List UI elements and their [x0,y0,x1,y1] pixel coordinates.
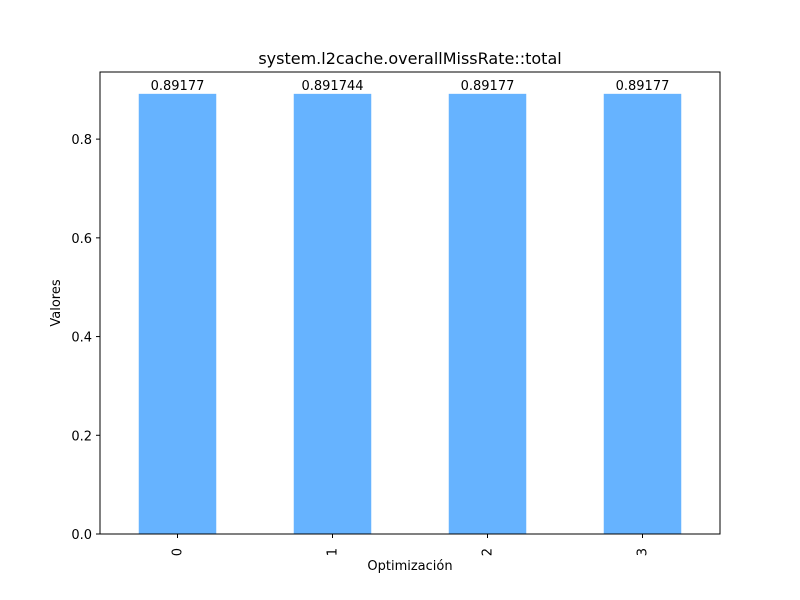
bar-value-label: 0.89177 [151,79,205,94]
y-tick-label: 0.8 [71,133,92,148]
bar-1 [293,93,372,535]
bar-value-label: 0.89177 [461,79,515,94]
bar-2 [448,93,527,534]
plot-frame [99,71,721,535]
bar-3 [603,93,682,534]
x-tick-label: 1 [326,548,341,556]
y-tick-label: 0.2 [71,429,92,444]
x-axis-title: Optimización [367,559,452,574]
bar-labels-group: 0.89177 0.891744 0.89177 0.89177 [151,79,670,94]
y-tick-label: 0.4 [71,331,92,346]
y-tick-label: 0.6 [71,232,92,247]
bar-0 [138,93,217,534]
bars-group [138,93,682,535]
x-tick-label: 2 [481,548,496,556]
y-tick-label: 0.0 [71,528,92,543]
x-tick-label: 3 [636,548,651,556]
chart-title: system.l2cache.overallMissRate::total [258,49,561,68]
bar-value-label: 0.89177 [616,79,670,94]
x-axis: 0 1 2 3 [171,534,651,556]
x-tick-label: 0 [171,548,186,556]
bar-value-label: 0.891744 [301,79,363,94]
y-axis: 0.0 0.2 0.4 0.6 0.8 [71,133,100,543]
y-axis-title: Valores [49,279,64,326]
